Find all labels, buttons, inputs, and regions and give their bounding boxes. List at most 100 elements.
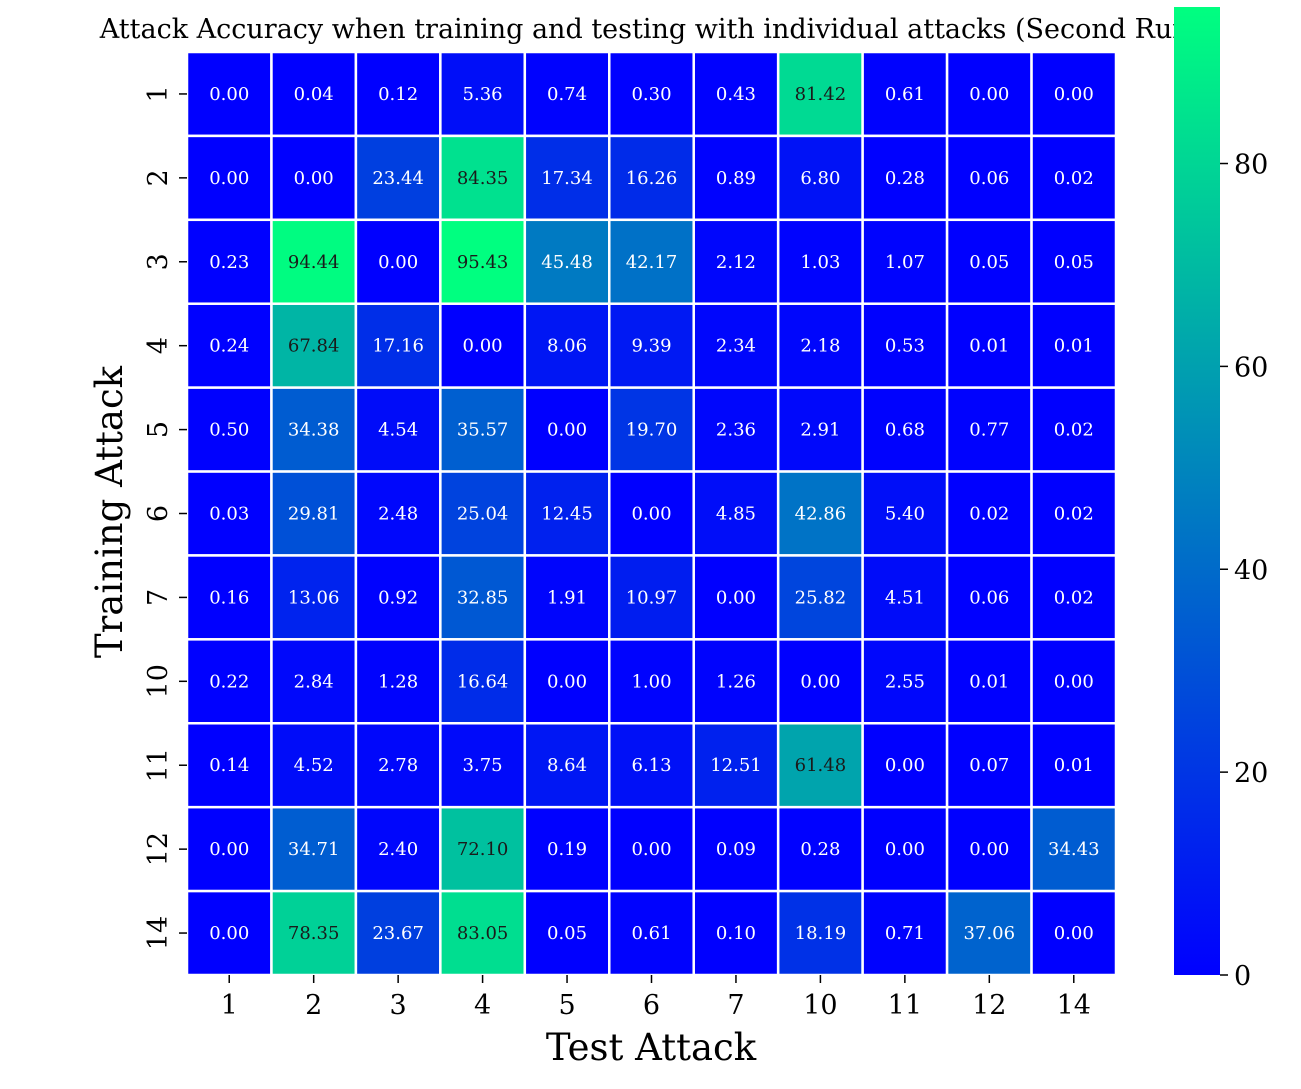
cell-value-label: 23.67 xyxy=(372,923,424,944)
heatmap-cell xyxy=(1030,218,1118,305)
heatmap-cell xyxy=(354,386,442,473)
cell-value-label: 10.97 xyxy=(626,587,678,608)
heatmap-cell xyxy=(354,722,442,809)
heatmap-cell xyxy=(1030,722,1118,809)
cell-value-label: 34.38 xyxy=(288,420,340,441)
cell-value-label: 0.61 xyxy=(885,84,925,105)
heatmap-cell xyxy=(608,386,695,473)
y-tick-label: 10 xyxy=(143,664,174,698)
y-tick-label: 6 xyxy=(143,505,174,522)
heatmap-cell xyxy=(692,554,780,641)
colorbar-tick-label: 40 xyxy=(1234,555,1268,586)
heatmap-cell xyxy=(945,638,1033,725)
cell-value-label: 34.71 xyxy=(288,839,340,860)
heatmap-cell xyxy=(861,302,949,389)
cell-value-label: 0.19 xyxy=(547,839,587,860)
heatmap-cell xyxy=(270,50,358,138)
cell-value-label: 0.28 xyxy=(885,168,925,189)
cell-value-label: 8.64 xyxy=(547,755,587,776)
cell-value-label: 0.30 xyxy=(631,84,671,105)
x-tick-label: 3 xyxy=(390,990,407,1021)
cell-value-label: 67.84 xyxy=(288,336,340,357)
heatmap-cell xyxy=(354,302,442,389)
cell-value-label: 0.09 xyxy=(716,839,756,860)
heatmap-cell xyxy=(185,218,273,305)
cell-value-label: 0.01 xyxy=(969,336,1009,357)
cell-value-label: 1.07 xyxy=(885,252,925,273)
cell-value-label: 16.64 xyxy=(457,671,509,692)
heatmap-cells: 0.00 0.04 0.12 5.36 0.74 0.30 0.43 81.42 0.61 0.0… xyxy=(185,50,1118,977)
x-tick-label: 10 xyxy=(803,990,837,1021)
cell-value-label: 0.00 xyxy=(209,168,249,189)
cell-value-label: 0.05 xyxy=(1054,252,1094,273)
y-tick-label: 1 xyxy=(143,85,174,102)
cell-value-label: 4.54 xyxy=(378,420,418,441)
cell-value-label: 0.24 xyxy=(209,336,249,357)
heatmap-cell xyxy=(185,554,273,641)
cell-value-label: 0.00 xyxy=(463,336,503,357)
cell-value-label: 0.00 xyxy=(885,839,925,860)
cell-value-label: 0.00 xyxy=(969,839,1009,860)
cell-value-label: 16.26 xyxy=(626,168,678,189)
cell-value-label: 0.00 xyxy=(209,84,249,105)
cell-value-label: 2.48 xyxy=(378,504,418,525)
heatmap-cell xyxy=(608,805,695,893)
colorbar-tick-label: 0 xyxy=(1234,961,1251,992)
x-axis-ticks: 1 2 3 4 5 6 7 10 11 12 14 xyxy=(221,975,1091,1021)
heatmap-cell xyxy=(439,302,527,389)
heatmap-cell xyxy=(608,134,695,222)
heatmap-cell xyxy=(185,134,273,222)
heatmap-cell xyxy=(439,805,527,893)
cell-value-label: 6.13 xyxy=(631,755,671,776)
cell-value-label: 2.18 xyxy=(800,336,840,357)
y-tick-label: 12 xyxy=(143,832,174,866)
heatmap-cell xyxy=(945,889,1033,977)
cell-value-label: 0.23 xyxy=(209,252,249,273)
cell-value-label: 0.00 xyxy=(209,923,249,944)
cell-value-label: 1.28 xyxy=(378,671,418,692)
cell-value-label: 0.00 xyxy=(631,839,671,860)
cell-value-label: 0.05 xyxy=(969,252,1009,273)
heatmap-cell xyxy=(692,386,780,473)
cell-value-label: 0.01 xyxy=(1054,336,1094,357)
heatmap-cell xyxy=(1030,638,1118,725)
cell-value-label: 0.43 xyxy=(716,84,756,105)
cell-value-label: 34.43 xyxy=(1048,839,1100,860)
cell-value-label: 2.40 xyxy=(378,839,418,860)
heatmap-cell xyxy=(776,554,864,641)
cell-value-label: 0.22 xyxy=(209,671,249,692)
colorbar: 0 20 40 60 80 xyxy=(1174,7,1268,992)
heatmap-cell xyxy=(861,722,949,809)
cell-value-label: 4.51 xyxy=(885,587,925,608)
heatmap-cell xyxy=(185,638,273,725)
cell-value-label: 17.34 xyxy=(541,168,593,189)
y-tick-label: 7 xyxy=(143,589,174,606)
cell-value-label: 0.01 xyxy=(1054,755,1094,776)
cell-value-label: 0.07 xyxy=(969,755,1009,776)
cell-value-label: 0.89 xyxy=(716,168,756,189)
cell-value-label: 32.85 xyxy=(457,587,509,608)
cell-value-label: 0.74 xyxy=(547,84,587,105)
cell-value-label: 1.91 xyxy=(547,587,587,608)
heatmap-cell xyxy=(523,134,611,222)
cell-value-label: 94.44 xyxy=(288,252,340,273)
heatmap-cell xyxy=(776,638,864,725)
cell-value-label: 0.00 xyxy=(969,84,1009,105)
heatmap-cell xyxy=(1030,805,1118,893)
cell-value-label: 45.48 xyxy=(541,252,593,273)
heatmap-cell xyxy=(1030,386,1118,473)
cell-value-label: 25.04 xyxy=(457,504,509,525)
heatmap-cell xyxy=(523,638,611,725)
cell-value-label: 0.02 xyxy=(1054,168,1094,189)
x-tick-label: 11 xyxy=(888,990,922,1021)
cell-value-label: 0.05 xyxy=(547,923,587,944)
cell-value-label: 0.04 xyxy=(294,84,334,105)
cell-value-label: 2.55 xyxy=(885,671,925,692)
cell-value-label: 84.35 xyxy=(457,168,509,189)
heatmap-cell xyxy=(692,218,780,305)
cell-value-label: 29.81 xyxy=(288,504,340,525)
heatmap-cell xyxy=(439,470,527,557)
heatmap-cell xyxy=(776,50,864,138)
heatmap-cell xyxy=(185,470,273,557)
